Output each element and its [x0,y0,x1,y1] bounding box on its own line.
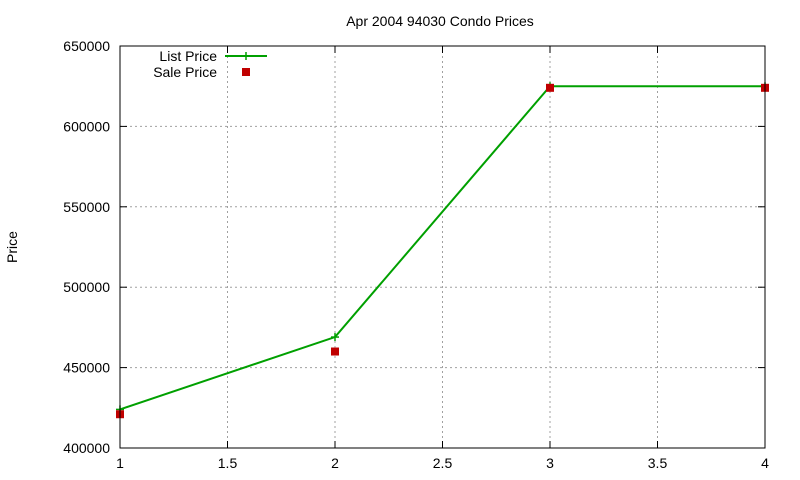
legend-label: Sale Price [153,64,217,80]
x-tick-label: 2 [331,455,339,471]
legend-label: List Price [159,48,217,64]
sale-price-point [546,83,554,92]
series-line-list-price [119,85,765,411]
chart-title: Apr 2004 94030 Condo Prices [346,13,534,29]
legend-marker [242,68,250,76]
y-tick-label: 450000 [63,360,110,376]
x-tick-label: 1.5 [218,455,238,471]
y-tick-label: 400000 [63,440,110,456]
y-tick-label: 600000 [63,118,110,134]
plot-frame [119,45,766,449]
sale-price-point [331,347,339,356]
y-tick-label: 650000 [63,38,110,54]
x-tick-label: 1 [116,455,124,471]
y-tick-label: 500000 [63,279,110,295]
axis-ticks: 1 1.5 2 2.5 3 3.5 4 400000 450000 500000 550000 600… [63,38,769,471]
list-price-point [331,333,339,342]
y-tick-label: 550000 [63,199,110,215]
x-tick-label: 3 [546,455,554,471]
legend-marker [242,52,250,60]
x-tick-label: 2.5 [433,455,453,471]
y-axis-label: Price [4,231,20,263]
x-tick-label: 3.5 [648,455,668,471]
grid [120,46,765,448]
x-tick-label: 4 [761,455,769,471]
